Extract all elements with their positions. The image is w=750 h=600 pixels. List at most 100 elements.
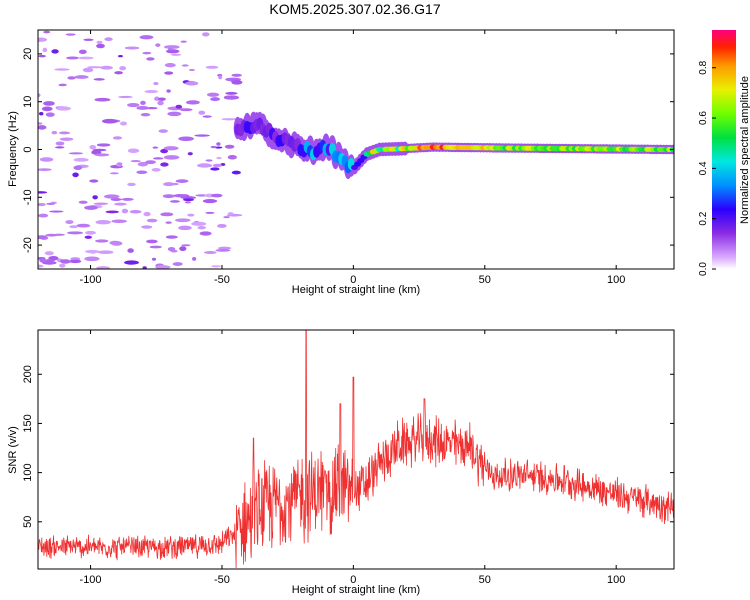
heatmap-cell bbox=[69, 225, 79, 229]
heatmap-cell bbox=[83, 38, 94, 41]
heatmap-cell bbox=[67, 76, 76, 80]
heatmap-cell bbox=[173, 193, 187, 198]
heatmap-cell bbox=[58, 83, 67, 87]
heatmap-cell bbox=[46, 202, 56, 205]
y-tick-label: 0 bbox=[22, 146, 34, 152]
heatmap-cell bbox=[95, 239, 109, 243]
heatmap-cell bbox=[146, 57, 155, 61]
heatmap-cell bbox=[169, 200, 180, 203]
heatmap-cell bbox=[118, 95, 133, 99]
heatmap-cell bbox=[184, 201, 191, 204]
heatmap-cell bbox=[39, 258, 46, 263]
heatmap-cell bbox=[39, 157, 54, 162]
heatmap-cell bbox=[44, 251, 54, 256]
heatmap-cell bbox=[196, 163, 213, 168]
heatmap-cell bbox=[231, 80, 243, 85]
snr-x-axis-label: Height of straight line (km) bbox=[292, 584, 420, 596]
heatmap-cell bbox=[76, 223, 91, 228]
heatmap-cell bbox=[192, 256, 197, 261]
heatmap-cell bbox=[180, 40, 187, 43]
heatmap-cell bbox=[197, 226, 206, 230]
heatmap-cell bbox=[124, 260, 140, 265]
heatmap-cell bbox=[155, 43, 161, 47]
heatmap-cell bbox=[96, 40, 103, 44]
colorbar-tick-label: 0.8 bbox=[698, 60, 709, 74]
heatmap-cell bbox=[54, 68, 70, 71]
heatmap-cell bbox=[160, 212, 174, 217]
heatmap-cell bbox=[137, 161, 149, 167]
colorbar-tick-label: 0.4 bbox=[698, 161, 709, 175]
heatmap-cell bbox=[170, 249, 178, 253]
heatmap-cell bbox=[114, 202, 127, 206]
heatmap-cell bbox=[180, 196, 197, 200]
heatmap-cell bbox=[163, 146, 179, 151]
heatmap-cell bbox=[93, 202, 109, 205]
heatmap-cell bbox=[210, 167, 220, 171]
heatmap-cell bbox=[218, 75, 223, 80]
heatmap-cell bbox=[111, 219, 127, 224]
y-tick-label: -20 bbox=[22, 237, 34, 253]
heatmap-cell bbox=[158, 129, 168, 133]
heatmap-cell bbox=[59, 263, 66, 268]
heatmap-cell bbox=[127, 248, 134, 253]
spectrogram-x-axis: -100 -50 0 50 100 bbox=[80, 30, 625, 286]
heatmap-cell bbox=[73, 165, 83, 171]
heatmap-cell bbox=[217, 73, 223, 77]
heatmap-cell bbox=[129, 210, 142, 214]
heatmap-cell bbox=[185, 81, 199, 86]
heatmap-cell bbox=[163, 155, 180, 160]
heatmap-cell bbox=[179, 108, 193, 112]
spectrogram-heatmap bbox=[38, 30, 674, 269]
heatmap-cell bbox=[58, 131, 71, 135]
heatmap-cell bbox=[41, 106, 53, 112]
heatmap-cell bbox=[205, 211, 215, 214]
y-tick-label: 50 bbox=[22, 516, 34, 528]
heatmap-cell bbox=[44, 259, 55, 262]
heatmap-cell bbox=[51, 130, 58, 135]
heatmap-cell bbox=[146, 239, 158, 244]
heatmap-cell bbox=[165, 235, 178, 239]
heatmap-cell bbox=[170, 53, 182, 56]
heatmap-cell bbox=[59, 137, 74, 141]
x-tick-label: 0 bbox=[350, 274, 356, 286]
heatmap-cell bbox=[84, 235, 92, 239]
heatmap-cell bbox=[73, 157, 89, 162]
heatmap-cell bbox=[164, 71, 174, 75]
heatmap-cell bbox=[94, 97, 111, 102]
heatmap-cell bbox=[160, 162, 169, 167]
heatmap-cell bbox=[84, 256, 100, 262]
heatmap-cell bbox=[217, 223, 227, 228]
heatmap-cell bbox=[38, 264, 44, 268]
heatmap-cell bbox=[89, 145, 97, 150]
snr-panel: -100 -50 0 50 100 50 100 150 200 Height of stra… bbox=[7, 329, 675, 596]
heatmap-cell bbox=[178, 225, 192, 231]
heatmap-cell bbox=[142, 51, 152, 55]
heatmap-cell bbox=[39, 112, 44, 116]
heatmap-cell bbox=[221, 118, 237, 121]
heatmap-cell bbox=[78, 200, 88, 204]
heatmap-cell bbox=[167, 111, 182, 117]
heatmap-cell bbox=[43, 30, 51, 34]
heatmap-cell bbox=[96, 43, 105, 49]
heatmap-cell bbox=[175, 179, 189, 183]
heatmap-cell bbox=[38, 213, 49, 218]
heatmap-cell bbox=[224, 144, 235, 149]
y-tick-label: 150 bbox=[22, 414, 34, 432]
heatmap-cell bbox=[223, 216, 230, 219]
colorbar-ticks: 0.0 0.2 0.4 0.6 0.8 bbox=[698, 60, 716, 276]
heatmap-cell bbox=[82, 67, 94, 73]
heatmap-cell bbox=[112, 136, 123, 140]
heatmap-cell bbox=[55, 141, 65, 146]
heatmap-cell bbox=[140, 100, 146, 105]
heatmap-cell bbox=[225, 91, 238, 95]
heatmap-cell bbox=[87, 66, 103, 69]
heatmap-cell bbox=[38, 122, 43, 125]
heatmap-cell bbox=[38, 37, 48, 42]
heatmap-cell bbox=[210, 145, 217, 149]
heatmap-cell bbox=[163, 182, 175, 187]
heatmap-cell bbox=[53, 233, 66, 236]
y-tick-label: -10 bbox=[22, 189, 34, 205]
heatmap-cell bbox=[143, 211, 151, 217]
heatmap-cell bbox=[205, 65, 219, 69]
